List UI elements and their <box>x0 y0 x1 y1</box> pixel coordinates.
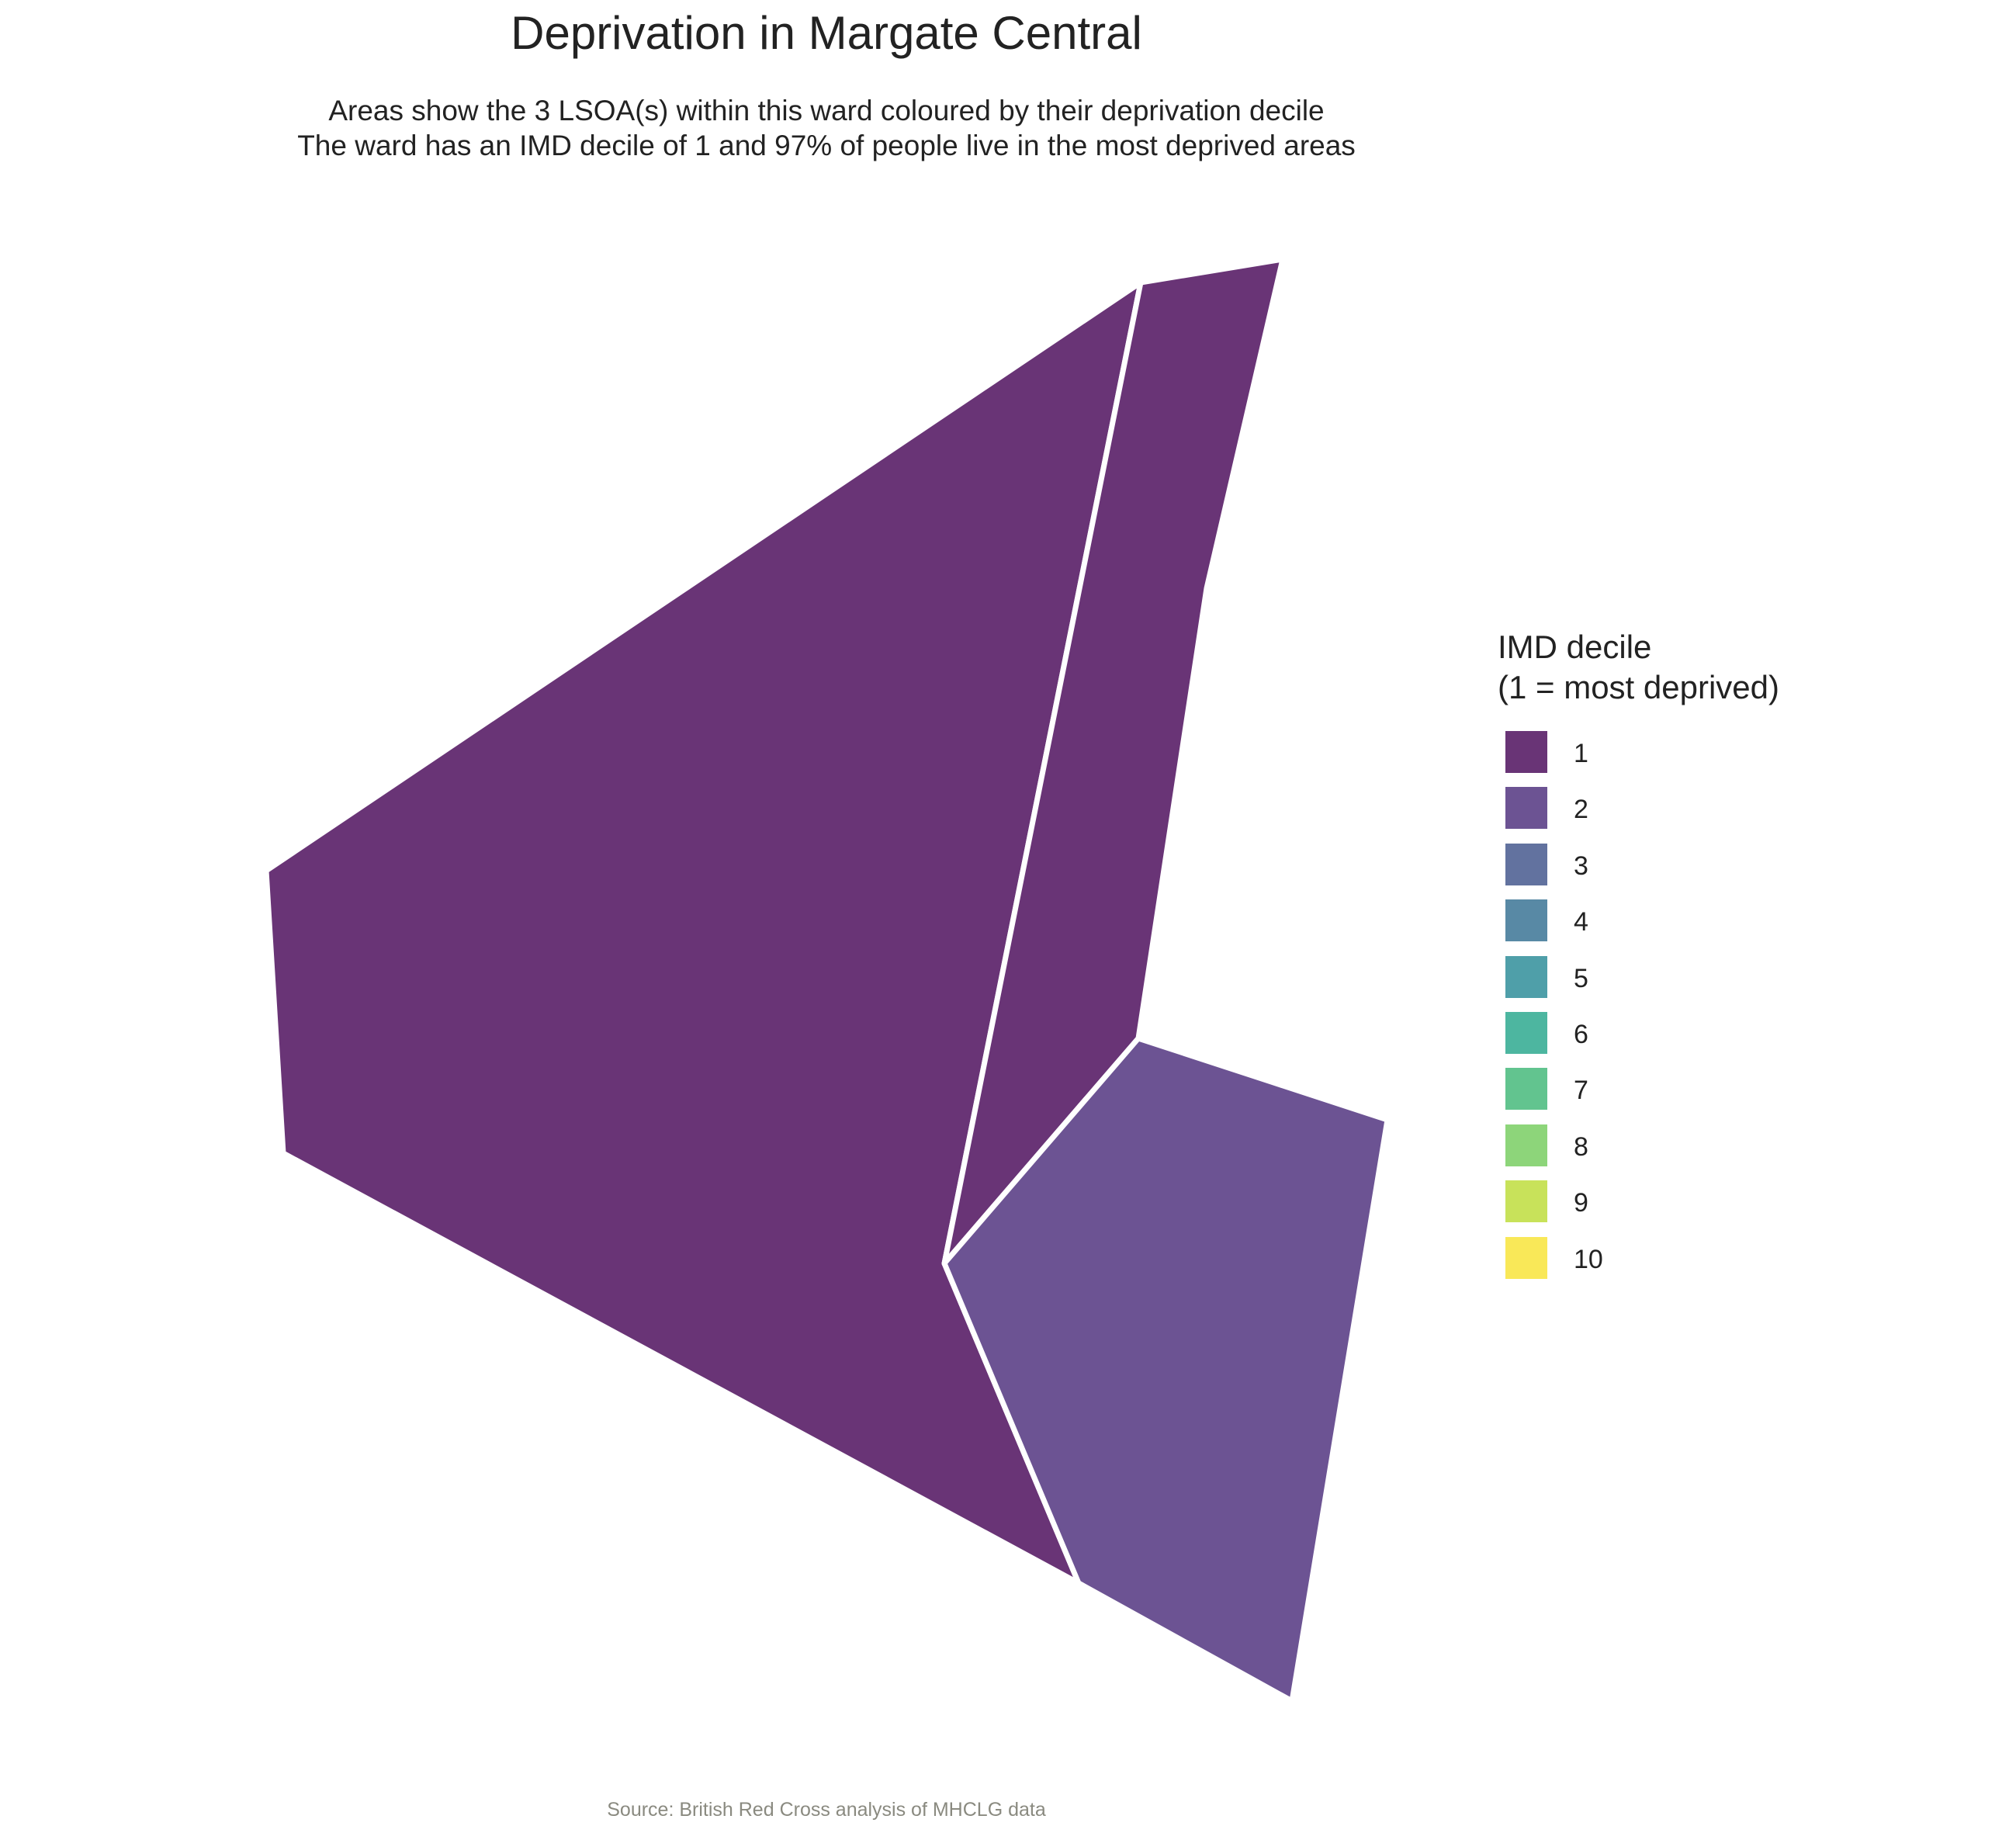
legend-title-line-1: IMD decile <box>1498 629 1652 665</box>
legend-label: 6 <box>1574 1019 1588 1049</box>
chart-subtitle-line-1: Areas show the 3 LSOA(s) within this war… <box>328 95 1325 126</box>
legend-label: 2 <box>1574 795 1588 825</box>
legend-label: 8 <box>1574 1131 1588 1162</box>
legend-items: 1 2 3 4 5 6 7 8 9 10 <box>1498 731 1779 1293</box>
legend-item-9: 9 <box>1498 1180 1779 1236</box>
legend-label: 5 <box>1574 963 1588 993</box>
legend-swatch <box>1505 1180 1547 1223</box>
legend-item-8: 8 <box>1498 1124 1779 1180</box>
legend-item-5: 5 <box>1498 955 1779 1012</box>
legend-item-6: 6 <box>1498 1011 1779 1068</box>
legend-swatch <box>1505 787 1547 830</box>
legend-item-4: 4 <box>1498 899 1779 955</box>
lsoa-area-southeast <box>941 1035 1391 1704</box>
legend-item-7: 7 <box>1498 1068 1779 1124</box>
legend-label: 10 <box>1574 1244 1603 1274</box>
legend-swatch <box>1505 899 1547 942</box>
chart-title: Deprivation in Margate Central <box>511 7 1142 59</box>
legend-item-3: 3 <box>1498 843 1779 899</box>
legend-item-1: 1 <box>1498 731 1779 787</box>
legend-item-10: 10 <box>1498 1236 1779 1293</box>
lsoa-area-north <box>941 256 1286 1266</box>
legend-label: 4 <box>1574 907 1588 937</box>
legend-label: 7 <box>1574 1076 1588 1106</box>
legend-swatch <box>1505 955 1547 998</box>
legend-title: IMD decile (1 = most deprived) <box>1498 627 1779 708</box>
legend-swatch <box>1505 731 1547 773</box>
chart-subtitle-line-2: The ward has an IMD decile of 1 and 97% … <box>297 130 1356 161</box>
legend-item-2: 2 <box>1498 787 1779 843</box>
source-caption: Source: British Red Cross analysis of MH… <box>607 1799 1046 1821</box>
legend-swatch <box>1505 1011 1547 1054</box>
legend-swatch <box>1505 1236 1547 1279</box>
legend-swatch <box>1505 843 1547 885</box>
legend-title-line-2: (1 = most deprived) <box>1498 669 1779 705</box>
legend-label: 3 <box>1574 851 1588 881</box>
legend-label: 9 <box>1574 1188 1588 1218</box>
legend: IMD decile (1 = most deprived) 1 2 3 4 5 6 7 8 9… <box>1498 627 1779 1293</box>
legend-swatch <box>1505 1068 1547 1111</box>
legend-label: 1 <box>1574 739 1588 768</box>
legend-swatch <box>1505 1124 1547 1166</box>
